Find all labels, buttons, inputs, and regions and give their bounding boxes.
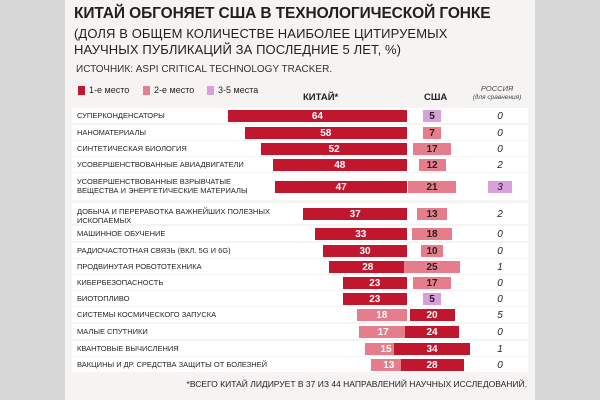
russia-value: 5 [497,309,503,321]
usa-bar: 24 [405,326,459,338]
right-margin [535,0,600,400]
china-bar: 23 [342,277,407,289]
row-label: КИБЕРБЕЗОПАСНОСТЬ [77,278,164,287]
china-bar: 58 [244,127,407,139]
usa-bar: 7 [423,127,441,139]
source-note: ИСТОЧНИК: ASPI CRITICAL TECHNOLOGY TRACK… [76,64,333,75]
row-label: СУПЕРКОНДЕНСАТОРЫ [77,111,165,120]
row-label: УСОВЕРШЕНСТВОВАННЫЕ АВИАДВИГАТЕЛИ [77,160,244,169]
china-bar: 37 [303,208,407,220]
table-row [72,243,528,258]
usa-bar: 25 [403,261,461,273]
usa-bar: 10 [420,245,444,257]
row-label: СИСТЕМЫ КОСМИЧЕСКОГО ЗАПУСКА [77,310,217,319]
usa-bar: 34 [393,343,471,355]
legend-label-first: 1-е место [89,85,130,95]
legend-third-place: 3-5 места [207,84,258,96]
russia-value: 1 [497,343,503,355]
russia-value: 0 [497,228,503,240]
legend-swatch-third [207,85,214,95]
china-bar: 30 [323,245,407,257]
row-label: СИНТЕТИЧЕСКАЯ БИОЛОГИЯ [77,144,187,153]
china-bar: 18 [356,309,407,321]
row-label: ДОБЫЧА И ПЕРЕРАБОТКА ВАЖНЕЙШИХ ПОЛЕЗНЫХ … [77,207,270,225]
russia-value: 0 [497,293,503,305]
row-label: МАЛЫЕ СПУТНИКИ [77,327,148,336]
legend-label-second: 2-е место [154,85,195,95]
russia-value: 0 [497,245,503,257]
russia-value: 0 [497,127,503,139]
russia-value: 0 [497,359,503,371]
footnote: *ВСЕГО КИТАЙ ЛИДИРУЕТ В 37 ИЗ 44 НАПРАВЛ… [186,379,527,389]
row-label: РАДИОЧАСТОТНАЯ СВЯЗЬ (ВКЛ. 5G И 6G) [77,246,231,255]
usa-bar: 17 [412,277,452,289]
china-bar: 13 [370,359,407,371]
russia-value: 0 [497,143,503,155]
china-bar: 64 [227,110,407,122]
usa-bar: 20 [409,309,455,321]
russia-value: 2 [497,208,503,220]
column-header-russia-note: (для сравнения) [472,94,522,101]
row-label: ПРОДВИНУТАЯ РОБОТОТЕХНИКА [77,262,202,271]
row-label: НАНОМАТЕРИАЛЫ [77,128,147,137]
russia-value: 0 [497,326,503,338]
legend-swatch-second [143,85,150,95]
usa-bar: 12 [418,159,446,171]
china-bar: 28 [328,261,407,273]
usa-bar: 13 [417,208,447,220]
left-margin [0,0,65,400]
russia-value: 3 [488,181,512,193]
chart-subtitle: (ДОЛЯ В ОБЩЕМ КОЛИЧЕСТВЕ НАИБОЛЕЕ ЦИТИРУ… [74,26,448,57]
table-row [72,291,528,306]
row-label: ВАКЦИНЫ И ДР. СРЕДСТВА ЗАЩИТЫ ОТ БОЛЕЗНЕ… [77,360,268,369]
russia-value: 0 [497,277,503,289]
usa-bar: 17 [412,143,452,155]
china-bar: 47 [275,181,407,193]
china-bar: 17 [359,326,407,338]
china-bar: 52 [261,143,407,155]
usa-bar: 21 [408,181,456,193]
table-row [72,203,528,224]
china-bar: 48 [272,159,407,171]
row-label: БИОТОПЛИВО [77,294,130,303]
russia-value: 2 [497,159,503,171]
legend-swatch-first [78,85,85,95]
russia-value: 0 [497,110,503,122]
infographic-card: КИТАЙ ОБГОНЯЕТ США В ТЕХНОЛОГИЧЕСКОЙ ГОН… [65,0,535,400]
usa-bar: 5 [423,293,441,305]
china-bar: 23 [342,293,407,305]
column-header-russia: РОССИЯ [480,84,514,93]
row-label: УСОВЕРШЕНСТВОВАННЫЕ ВЗРЫВЧАТЫЕ ВЕЩЕСТВА … [77,177,248,195]
column-header-china: КИТАЙ* [303,92,339,103]
usa-bar: 18 [411,228,453,240]
row-label: МАШИННОЕ ОБУЧЕНИЕ [77,229,166,238]
chart-title: КИТАЙ ОБГОНЯЕТ США В ТЕХНОЛОГИЧЕСКОЙ ГОН… [74,5,491,22]
row-label: КВАНТОВЫЕ ВЫЧИСЛЕНИЯ [77,344,179,353]
usa-bar: 28 [400,359,464,371]
legend-first-place: 1-е место [78,84,129,96]
legend-second-place: 2-е место [143,84,194,96]
usa-bar: 5 [423,110,441,122]
column-header-usa: США [424,92,448,103]
legend-label-third: 3-5 места [218,85,259,95]
russia-value: 1 [497,261,503,273]
china-bar: 33 [314,228,407,240]
